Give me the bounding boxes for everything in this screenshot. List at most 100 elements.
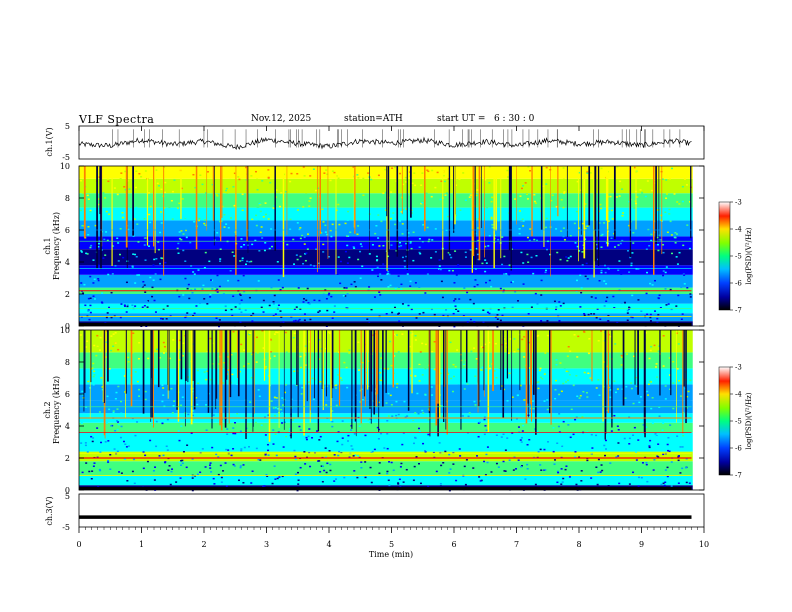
- spectrogram-speckle: [617, 442, 620, 444]
- spectrogram-speckle: [120, 166, 123, 168]
- spectrogram-speckle: [138, 274, 141, 276]
- spectrogram-speckle: [635, 451, 638, 454]
- spectrogram-speckle: [582, 166, 585, 168]
- spectrogram-speckle: [517, 212, 520, 215]
- spectrogram-speckle: [375, 225, 378, 227]
- spectrogram-speckle: [411, 182, 414, 185]
- spectrogram-speckle: [81, 390, 84, 393]
- spectrogram-speckle: [182, 233, 185, 235]
- spectrogram-speckle: [689, 201, 692, 203]
- spectrogram-speckle: [175, 481, 178, 483]
- spectrogram-speckle: [292, 359, 295, 361]
- spectrogram-speckle: [195, 358, 198, 361]
- spectrogram-speckle: [422, 412, 425, 414]
- spectrogram-speckle: [329, 229, 332, 232]
- spectrogram-speckle: [565, 465, 568, 467]
- spectrogram-speckle: [562, 206, 565, 209]
- spectrogram-speckle: [581, 392, 584, 394]
- xtick-label: 3: [264, 540, 269, 549]
- spectrogram-speckle: [625, 414, 628, 417]
- spectrogram-speckle: [232, 295, 235, 298]
- spectrogram-speckle: [665, 304, 668, 306]
- spectrogram-speckle: [646, 390, 649, 393]
- spectrogram-speckle: [664, 271, 667, 274]
- spectrogram-speckle: [595, 300, 598, 303]
- spectrogram-speckle: [296, 222, 299, 224]
- spectrogram-speckle: [154, 311, 157, 313]
- spectrogram-speckle: [136, 402, 139, 404]
- spectrogram-speckle: [345, 235, 348, 237]
- spectrogram-speckle: [274, 478, 277, 480]
- spectrogram-speckle: [93, 344, 96, 347]
- spectrogram-speckle: [308, 365, 311, 368]
- spectrogram-speckle: [201, 288, 204, 290]
- spectrogram-speckle: [647, 383, 650, 386]
- spectrogram-speckle: [426, 226, 429, 229]
- spectrogram-speckle: [565, 381, 568, 383]
- spectrogram-speckle: [607, 485, 610, 487]
- spectrogram-speckle: [336, 273, 339, 275]
- spectrogram-speckle: [149, 276, 152, 279]
- spectrogram-speckle: [376, 426, 379, 429]
- spectrogram-speckle: [613, 380, 616, 382]
- spectrogram-speckle: [222, 293, 225, 295]
- spectrogram-speckle: [231, 314, 234, 317]
- spectrogram-speckle: [209, 462, 212, 464]
- spectrogram-speckle: [346, 440, 349, 442]
- spectrogram-speckle: [497, 238, 500, 241]
- spectrogram-speckle: [391, 311, 394, 314]
- spectrogram-speckle: [575, 483, 578, 486]
- spectrogram-speckle: [321, 465, 324, 468]
- spectrogram-speckle: [362, 177, 365, 180]
- spectrogram-speckle: [523, 191, 526, 193]
- spectrogram-speckle: [331, 223, 334, 226]
- spectrogram-speckle: [501, 234, 504, 236]
- spectrogram-speckle: [681, 446, 684, 448]
- spectrogram-speckle: [535, 184, 538, 186]
- spectrogram-speckle: [686, 224, 689, 226]
- spectrogram-speckle: [469, 347, 472, 349]
- spectrogram-speckle: [554, 388, 557, 391]
- spectrogram-speckle: [125, 281, 128, 284]
- spectrogram-speckle: [155, 169, 158, 171]
- spectrogram-speckle: [587, 352, 590, 355]
- spectrogram-speckle: [351, 185, 354, 187]
- spectrogram-speckle: [377, 275, 380, 278]
- spectrogram-speckle: [180, 404, 183, 407]
- spectrogram-speckle: [151, 286, 154, 289]
- spectrogram-speckle: [587, 346, 590, 349]
- spectrogram-speckle: [656, 455, 659, 457]
- spectrogram-speckle: [309, 318, 312, 321]
- spectrogram-speckle: [118, 253, 121, 256]
- spectrogram-speckle: [112, 345, 115, 348]
- spectrogram-speckle: [562, 382, 565, 385]
- spectrogram-speckle: [379, 371, 382, 374]
- spectrogram-speckle: [232, 432, 235, 435]
- spectrogram-speckle: [672, 301, 675, 303]
- spectrogram-speckle: [540, 319, 543, 322]
- spectrogram-speckle: [536, 239, 539, 242]
- spectrogram-speckle: [148, 342, 151, 345]
- spectrogram-speckle: [151, 295, 154, 298]
- spectrogram-speckle: [338, 223, 341, 226]
- spectrogram-speckle: [182, 450, 185, 453]
- spectrogram-speckle: [676, 263, 679, 265]
- spectrogram-speckle: [284, 391, 287, 394]
- spectrogram-speckle: [89, 210, 92, 213]
- spectrogram-speckle: [430, 308, 433, 311]
- spectrogram-speckle: [453, 282, 456, 284]
- spectrogram-speckle: [682, 411, 685, 414]
- spectrogram-speckle: [682, 434, 685, 437]
- spectrogram-speckle: [309, 264, 312, 266]
- spectrogram-speckle: [616, 166, 619, 168]
- spectrogram-speckle: [667, 449, 670, 452]
- spectrogram-speckle: [338, 450, 341, 453]
- spectrogram-speckle: [103, 238, 106, 241]
- spectrogram-speckle: [532, 407, 535, 410]
- spectrogram-speckle: [621, 356, 624, 358]
- spectrogram-speckle: [633, 374, 636, 377]
- spectrogram-speckle: [247, 362, 250, 365]
- spectrogram-speckle: [459, 455, 462, 457]
- spectrogram-speckle: [491, 278, 494, 280]
- spectrogram-speckle: [402, 481, 405, 483]
